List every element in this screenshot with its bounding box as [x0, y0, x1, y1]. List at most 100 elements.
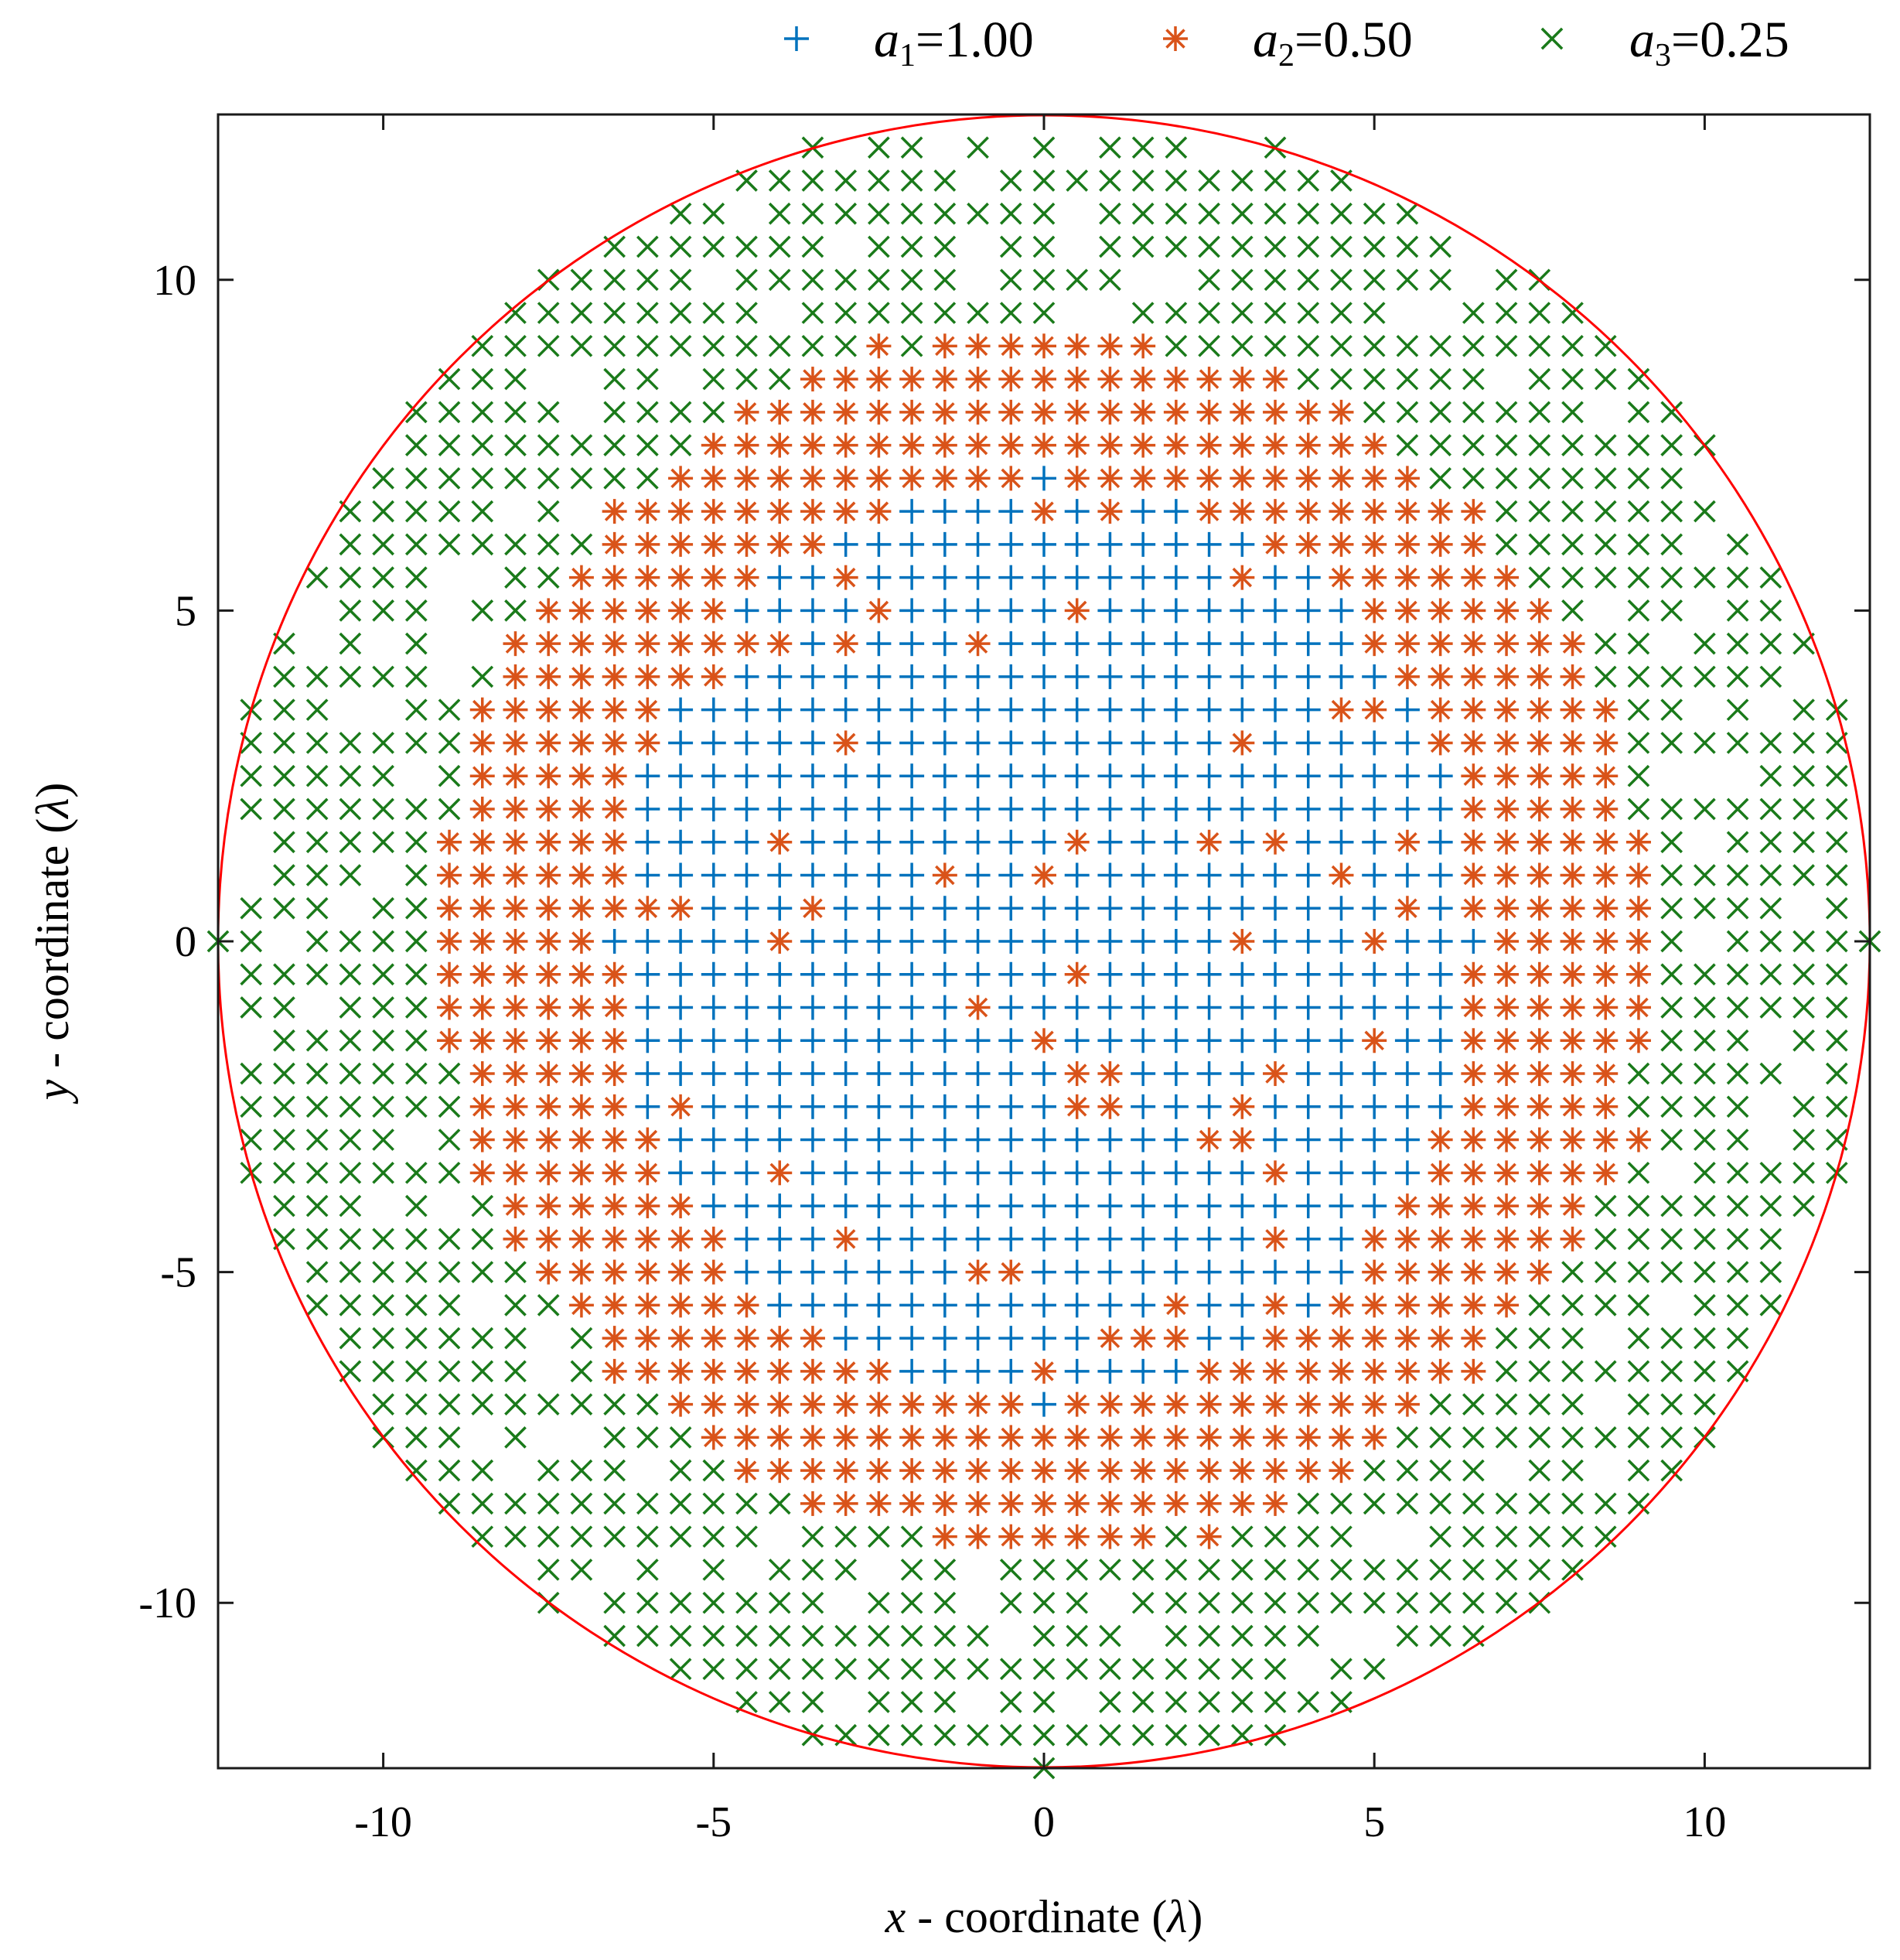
marker-asterisk-a2 [1230, 565, 1255, 590]
marker-plus-a1 [866, 829, 892, 855]
marker-asterisk-a2 [833, 1358, 858, 1384]
marker-asterisk-a2 [568, 1127, 594, 1152]
marker-asterisk-a2 [1526, 697, 1552, 722]
marker-x-a3 [1165, 136, 1188, 159]
marker-x-a3 [1099, 136, 1121, 159]
marker-x-a3 [1726, 1327, 1749, 1350]
marker-x-a3 [1660, 1228, 1683, 1251]
marker-x-a3 [1032, 202, 1056, 225]
marker-x-a3 [537, 1492, 560, 1515]
marker-asterisk-a2 [1394, 1358, 1420, 1384]
marker-x-a3 [537, 334, 560, 357]
marker-asterisk-a2 [1394, 531, 1420, 557]
marker-asterisk-a2 [602, 961, 627, 987]
marker-asterisk-a2 [1362, 1358, 1387, 1384]
marker-plus-a1 [866, 1326, 892, 1351]
marker-x-a3 [240, 797, 263, 821]
marker-x-a3 [1694, 1194, 1716, 1217]
marker-plus-a1 [965, 730, 991, 756]
marker-x-a3 [1032, 235, 1056, 258]
marker-plus-a1 [767, 697, 793, 722]
marker-x-a3 [636, 1624, 659, 1648]
marker-plus-a1 [734, 1094, 759, 1119]
marker-x-a3 [1660, 1194, 1683, 1217]
marker-plus-a1 [1230, 961, 1255, 987]
marker-asterisk-a2 [536, 1160, 561, 1186]
marker-asterisk-a2 [701, 1259, 726, 1285]
marker-plus-a1 [1032, 929, 1056, 954]
marker-x-a3 [1198, 334, 1220, 357]
marker-x-a3 [868, 268, 890, 292]
marker-asterisk-a2 [866, 1425, 892, 1450]
marker-x-a3 [1759, 896, 1782, 920]
marker-asterisk-a2 [1163, 1490, 1189, 1516]
marker-x-a3 [1694, 1095, 1716, 1118]
marker-x-a3 [438, 1161, 461, 1184]
marker-asterisk-a2 [833, 432, 858, 458]
marker-x-a3 [1363, 401, 1386, 424]
marker-asterisk-a2 [767, 1358, 793, 1384]
marker-x-a3 [801, 268, 824, 292]
marker-asterisk-a2 [1196, 399, 1222, 425]
marker-x-a3 [404, 1261, 428, 1283]
marker-plus-a1 [899, 1358, 925, 1384]
marker-x-a3 [1561, 1459, 1584, 1482]
marker-x-a3 [240, 996, 263, 1019]
marker-x-a3 [1660, 1459, 1683, 1482]
y-tick-label: 5 [175, 587, 196, 635]
marker-x-a3 [1032, 1624, 1056, 1648]
marker-asterisk-a2 [668, 631, 694, 657]
marker-plus-a1 [1064, 1259, 1090, 1285]
marker-x-a3 [504, 1525, 527, 1549]
marker-asterisk-a2 [437, 829, 462, 855]
marker-x-a3 [1627, 1393, 1650, 1415]
marker-asterisk-a2 [1461, 796, 1486, 821]
marker-x-a3 [1032, 1591, 1056, 1614]
marker-asterisk-a2 [701, 631, 726, 657]
marker-x-a3 [834, 1559, 858, 1581]
marker-x-a3 [372, 1393, 394, 1415]
marker-x-a3 [404, 1095, 428, 1118]
marker-plus-a1 [767, 961, 793, 987]
marker-asterisk-a2 [1526, 1028, 1552, 1053]
marker-x-a3 [1462, 367, 1485, 391]
marker-asterisk-a2 [932, 862, 957, 888]
marker-asterisk-a2 [568, 1292, 594, 1318]
marker-x-a3 [669, 1426, 692, 1449]
marker-x-a3 [1594, 1492, 1617, 1515]
marker-plus-a1 [932, 664, 957, 689]
marker-asterisk-a2 [800, 1458, 825, 1484]
marker-asterisk-a2 [701, 531, 726, 557]
marker-asterisk-a2 [1064, 1490, 1090, 1516]
marker-asterisk-a2 [668, 1193, 694, 1219]
marker-asterisk-a2 [668, 1326, 694, 1351]
marker-x-a3 [669, 1624, 692, 1648]
marker-x-a3 [1561, 566, 1584, 589]
marker-x-a3 [1694, 1360, 1716, 1383]
marker-x-a3 [404, 599, 428, 622]
marker-asterisk-a2 [1362, 1326, 1387, 1351]
marker-asterisk-a2 [1428, 565, 1453, 590]
marker-asterisk-a2 [998, 1391, 1024, 1417]
marker-asterisk-a2 [932, 399, 957, 425]
marker-plus-a1 [1428, 1094, 1453, 1119]
marker-x-a3 [1330, 1591, 1353, 1614]
marker-x-a3 [305, 864, 329, 886]
marker-asterisk-a2 [503, 862, 528, 888]
marker-x-a3 [1297, 202, 1320, 225]
marker-asterisk-a2 [568, 631, 594, 657]
marker-x-a3 [636, 1426, 659, 1449]
marker-asterisk-a2 [1394, 466, 1420, 491]
marker-plus-a1 [734, 995, 759, 1020]
marker-asterisk-a2 [998, 1259, 1024, 1285]
marker-asterisk-a2 [1263, 1326, 1288, 1351]
marker-plus-a1 [1196, 1259, 1222, 1285]
marker-x-a3 [339, 1261, 362, 1283]
marker-asterisk-a2 [833, 1458, 858, 1484]
marker-x-a3 [1032, 1658, 1056, 1681]
marker-x-a3 [537, 1294, 560, 1316]
marker-asterisk-a2 [1295, 1458, 1321, 1484]
marker-plus-a1 [932, 763, 957, 789]
marker-plus-a1 [1362, 1127, 1387, 1152]
marker-x-a3 [570, 467, 593, 490]
